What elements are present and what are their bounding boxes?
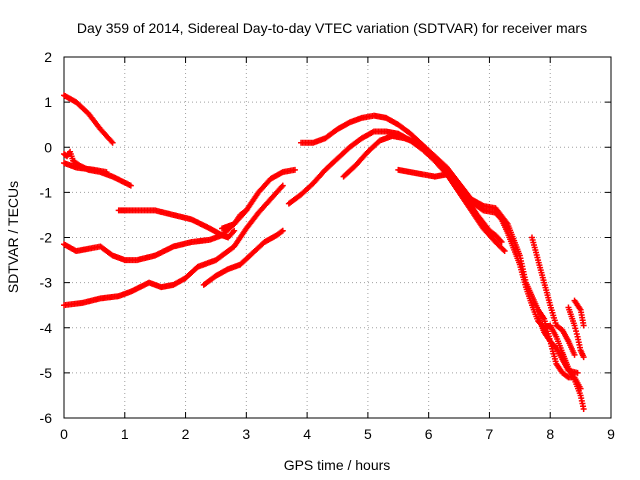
data-point: [231, 227, 238, 234]
series-5: [61, 182, 286, 309]
data-point: [497, 215, 504, 222]
data-point: [573, 330, 580, 337]
series-3: [61, 160, 110, 176]
x-tick-label: 5: [364, 426, 372, 442]
x-tick-label: 3: [242, 426, 250, 442]
x-tick-label: 8: [546, 426, 554, 442]
data-point: [497, 237, 504, 244]
data-point: [278, 183, 285, 190]
data-layer: [61, 92, 587, 412]
series-8: [219, 207, 250, 232]
data-point: [501, 248, 508, 255]
data-point: [498, 239, 505, 246]
x-tick-label: 9: [607, 426, 615, 442]
data-point: [109, 139, 116, 146]
data-point: [243, 207, 250, 214]
y-tick-label: -3: [40, 275, 53, 291]
y-tick-label: 2: [44, 49, 52, 65]
data-point: [571, 322, 578, 329]
x-tick-label: 2: [182, 426, 190, 442]
series-13: [528, 234, 578, 358]
y-tick-label: 1: [44, 94, 52, 110]
series-14: [535, 313, 581, 376]
grid-layer: [64, 57, 611, 418]
series-7: [200, 227, 286, 288]
y-tick-label: -2: [40, 230, 53, 246]
x-tick-label: 0: [60, 426, 68, 442]
x-tick-label: 7: [486, 426, 494, 442]
series-15: [565, 304, 587, 361]
ticks-layer: 0 1 2 3 4 5 6 7 8 9 -6 -5 -4 -3 -2 -1 0 1 2: [40, 49, 616, 442]
series-1: [61, 92, 116, 146]
data-point: [291, 166, 298, 173]
chart-title: Day 359 of 2014, Sidereal Day-to-day VTE…: [77, 20, 587, 36]
y-tick-label: -1: [40, 184, 53, 200]
series-4: [61, 166, 298, 264]
x-tick-label: 6: [425, 426, 433, 442]
y-tick-label: -5: [40, 365, 53, 381]
data-point: [127, 182, 134, 189]
data-point: [574, 369, 581, 376]
y-axis-label: SDTVAR / TECUs: [5, 181, 21, 293]
data-point: [242, 208, 249, 215]
data-point: [580, 322, 587, 329]
data-point: [500, 246, 507, 253]
data-point: [580, 354, 587, 361]
series-16: [571, 297, 587, 329]
y-tick-label: -6: [40, 410, 53, 426]
data-point: [580, 405, 587, 412]
x-axis-label: GPS time / hours: [284, 457, 391, 473]
data-point: [571, 351, 578, 358]
series-6: [115, 207, 238, 241]
series-12: [395, 166, 587, 412]
data-point: [279, 227, 286, 234]
x-tick-label: 4: [303, 426, 311, 442]
data-point: [103, 169, 110, 176]
x-tick-label: 1: [121, 426, 129, 442]
data-point: [572, 325, 579, 332]
data-point: [279, 182, 286, 189]
data-point: [108, 138, 115, 145]
y-tick-label: -4: [40, 320, 53, 336]
data-point: [278, 228, 285, 235]
data-point: [573, 328, 580, 335]
y-tick-label: 0: [44, 139, 52, 155]
series-11: [340, 132, 505, 246]
